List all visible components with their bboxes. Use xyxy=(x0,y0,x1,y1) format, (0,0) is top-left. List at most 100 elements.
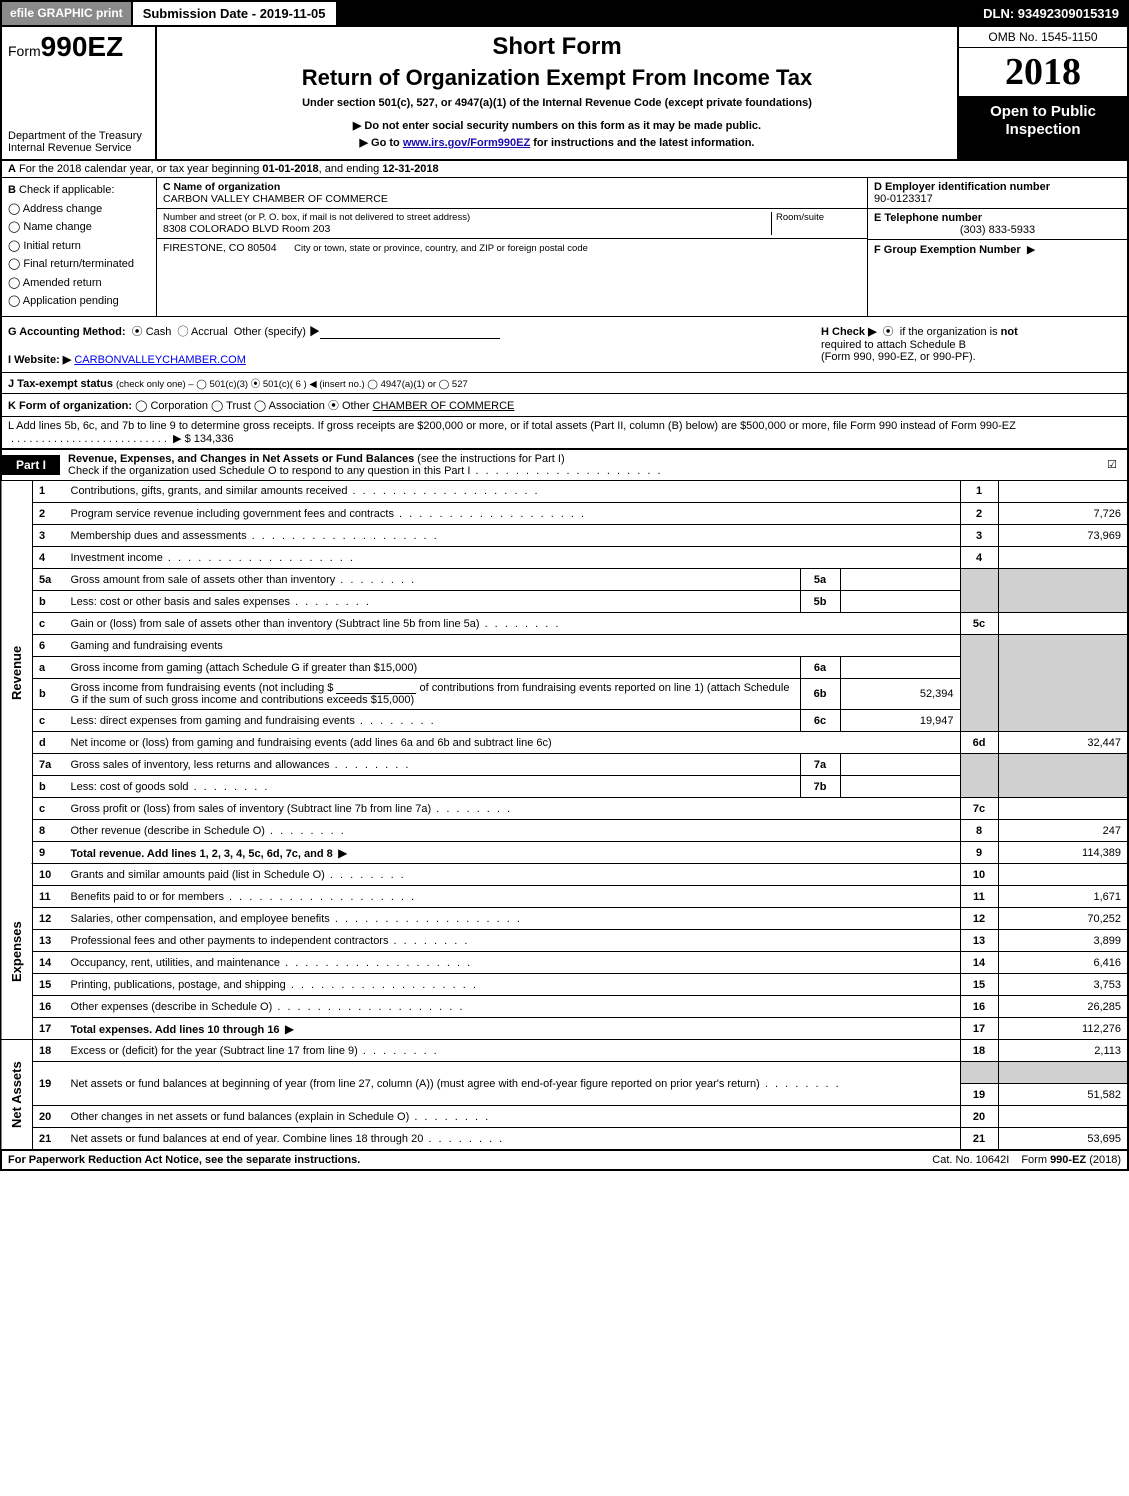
l8-desc: Other revenue (describe in Schedule O) xyxy=(71,825,346,837)
open-to-public: Open to Public Inspection xyxy=(959,97,1127,159)
l14-desc: Occupancy, rent, utilities, and maintena… xyxy=(71,957,473,969)
part-i-header: Part I Revenue, Expenses, and Changes in… xyxy=(0,449,1129,481)
line-a: A For the 2018 calendar year, or tax yea… xyxy=(0,161,1129,178)
row-12: 12 Salaries, other compensation, and emp… xyxy=(1,908,1128,930)
l6d-box: 6d xyxy=(960,732,998,754)
i-website-link[interactable]: CARBONVALLEYCHAMBER.COM xyxy=(74,354,246,366)
footer-catno: Cat. No. 10642I xyxy=(926,1151,1015,1169)
h-text2: required to attach Schedule B xyxy=(821,339,966,351)
l6b-sub: 6b xyxy=(800,679,840,710)
k-other-val: CHAMBER OF COMMERCE xyxy=(373,400,515,412)
l13-num: 13 xyxy=(33,930,65,952)
chk-amended-return[interactable]: ◯ Amended return xyxy=(8,275,150,292)
row-6b: b Gross income from fundraising events (… xyxy=(1,679,1128,710)
c-addr-label: Number and street (or P. O. box, if mail… xyxy=(163,212,771,223)
l16-box: 16 xyxy=(960,996,998,1018)
l6-num: 6 xyxy=(33,635,65,657)
l6-greyval xyxy=(998,635,1128,732)
l5a-num: 5a xyxy=(33,569,65,591)
chk-name-change[interactable]: ◯ Name change xyxy=(8,219,150,236)
return-of-title: Return of Organization Exempt From Incom… xyxy=(167,65,947,91)
l7b-desc: Less: cost of goods sold xyxy=(71,781,270,793)
row-7a: 7a Gross sales of inventory, less return… xyxy=(1,754,1128,776)
row-15: 15 Printing, publications, postage, and … xyxy=(1,974,1128,996)
l9-num: 9 xyxy=(33,842,65,864)
g-cash[interactable]: Cash xyxy=(146,326,172,338)
omb-number: OMB No. 1545-1150 xyxy=(959,27,1127,48)
chk-address-change-label: Address change xyxy=(23,203,103,215)
l17-num: 17 xyxy=(33,1018,65,1040)
chk-initial-return[interactable]: ◯ Initial return xyxy=(8,238,150,255)
l18-desc: Excess or (deficit) for the year (Subtra… xyxy=(71,1045,439,1057)
l19-desc: Net assets or fund balances at beginning… xyxy=(71,1078,841,1090)
chk-application-pending[interactable]: ◯ Application pending xyxy=(8,293,150,310)
row-5c: c Gain or (loss) from sale of assets oth… xyxy=(1,613,1128,635)
l5ab-greybox xyxy=(960,569,998,613)
chk-application-pending-label: Application pending xyxy=(23,295,119,307)
row-7b: b Less: cost of goods sold 7b xyxy=(1,776,1128,798)
goto-link[interactable]: www.irs.gov/Form990EZ xyxy=(403,137,530,149)
chk-address-change[interactable]: ◯ Address change xyxy=(8,201,150,218)
row-10: Expenses 10 Grants and similar amounts p… xyxy=(1,864,1128,886)
c-city-row: FIRESTONE, CO 80504 City or town, state … xyxy=(157,239,867,257)
l9-val: 114,389 xyxy=(998,842,1128,864)
l6b-num: b xyxy=(33,679,65,710)
k-rest: ◯ Corporation ◯ Trust ◯ Association ⦿ Ot… xyxy=(135,400,372,412)
k-label: K Form of organization: xyxy=(8,400,132,412)
l6c-sval: 19,947 xyxy=(840,710,960,732)
form-header: Form990EZ Department of the Treasury Int… xyxy=(0,27,1129,161)
h-text1: if the organization is xyxy=(900,326,1001,338)
g-accrual[interactable]: Accrual xyxy=(191,326,228,338)
l15-box: 15 xyxy=(960,974,998,996)
submission-date: Submission Date - 2019-11-05 xyxy=(133,2,336,25)
page-footer: For Paperwork Reduction Act Notice, see … xyxy=(0,1150,1129,1171)
l13-box: 13 xyxy=(960,930,998,952)
row-11: 11 Benefits paid to or for members 11 1,… xyxy=(1,886,1128,908)
l16-num: 16 xyxy=(33,996,65,1018)
l2-desc: Program service revenue including govern… xyxy=(71,508,587,520)
c-city-label: City or town, state or province, country… xyxy=(294,243,588,254)
part-i-check-line: Check if the organization used Schedule … xyxy=(68,465,470,477)
f-arrow: ▶ xyxy=(1027,244,1035,256)
row-6: 6 Gaming and fundraising events xyxy=(1,635,1128,657)
l6c-desc: Less: direct expenses from gaming and fu… xyxy=(71,715,436,727)
chk-final-return[interactable]: ◯ Final return/terminated xyxy=(8,256,150,273)
l6b-pre: Gross income from fundraising events (no… xyxy=(71,682,337,694)
row-g-h-i: G Accounting Method: ⦿ Cash ◯ Accrual Ot… xyxy=(0,317,1129,373)
g-other-slot[interactable] xyxy=(320,327,500,339)
part-i-title-suffix: (see the instructions for Part I) xyxy=(417,453,564,465)
row-20: 20 Other changes in net assets or fund b… xyxy=(1,1106,1128,1128)
l6a-sval xyxy=(840,657,960,679)
goto-pre: ▶ Go to xyxy=(360,137,403,149)
l7c-val xyxy=(998,798,1128,820)
f-label: F Group Exemption Number xyxy=(874,244,1021,256)
l3-desc: Membership dues and assessments xyxy=(71,530,439,542)
l6-desc: Gaming and fundraising events xyxy=(65,635,961,657)
l18-val: 2,113 xyxy=(998,1040,1128,1062)
g-other[interactable]: Other (specify) ▶ xyxy=(234,326,320,338)
c-city-val: FIRESTONE, CO 80504 xyxy=(163,242,277,254)
row-8: 8 Other revenue (describe in Schedule O)… xyxy=(1,820,1128,842)
col-d-e-f: D Employer identification number 90-0123… xyxy=(867,178,1127,316)
e-val: (303) 833-5933 xyxy=(874,224,1121,236)
l4-val xyxy=(998,547,1128,569)
l7c-box: 7c xyxy=(960,798,998,820)
part-i-checkbox[interactable]: ☑ xyxy=(1097,458,1127,471)
l7b-sub: 7b xyxy=(800,776,840,798)
footer-left: For Paperwork Reduction Act Notice, see … xyxy=(2,1151,926,1169)
gi-left: G Accounting Method: ⦿ Cash ◯ Accrual Ot… xyxy=(8,323,821,366)
l9-desc: Total revenue. Add lines 1, 2, 3, 4, 5c,… xyxy=(71,848,333,860)
l18-num: 18 xyxy=(33,1040,65,1062)
efile-print-button[interactable]: efile GRAPHIC print xyxy=(2,2,133,25)
row-2: 2 Program service revenue including gove… xyxy=(1,503,1128,525)
short-form-title: Short Form xyxy=(167,33,947,61)
part-i-tab: Part I xyxy=(2,455,60,475)
l5ab-greyval xyxy=(998,569,1128,613)
l6a-desc: Gross income from gaming (attach Schedul… xyxy=(65,657,801,679)
l6d-desc: Net income or (loss) from gaming and fun… xyxy=(65,732,961,754)
part-i-table: Revenue 1 Contributions, gifts, grants, … xyxy=(0,481,1129,1151)
e-row: E Telephone number (303) 833-5933 xyxy=(868,209,1127,240)
d-val: 90-0123317 xyxy=(874,193,933,205)
line-a-begin: 01-01-2018 xyxy=(262,163,318,175)
l6b-slot[interactable] xyxy=(336,682,416,694)
